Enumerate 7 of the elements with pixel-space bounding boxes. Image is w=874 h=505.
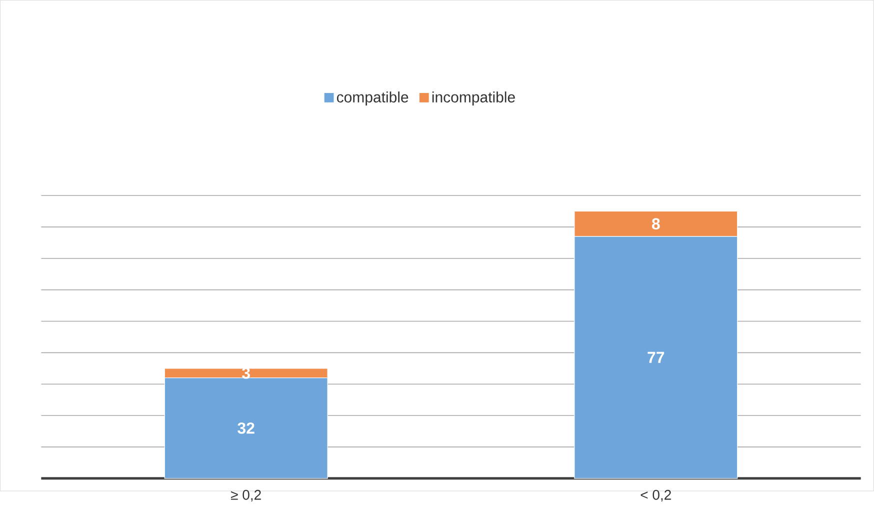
x-tick-label: < 0,2: [640, 490, 671, 502]
data-label: 32: [238, 422, 254, 434]
data-label: 77: [648, 352, 664, 363]
data-label: 8: [652, 218, 660, 230]
legend-label: compatible: [336, 92, 408, 106]
x-tick-label: ≥ 0,2: [231, 490, 261, 502]
legend-label: incompatible: [432, 92, 515, 106]
